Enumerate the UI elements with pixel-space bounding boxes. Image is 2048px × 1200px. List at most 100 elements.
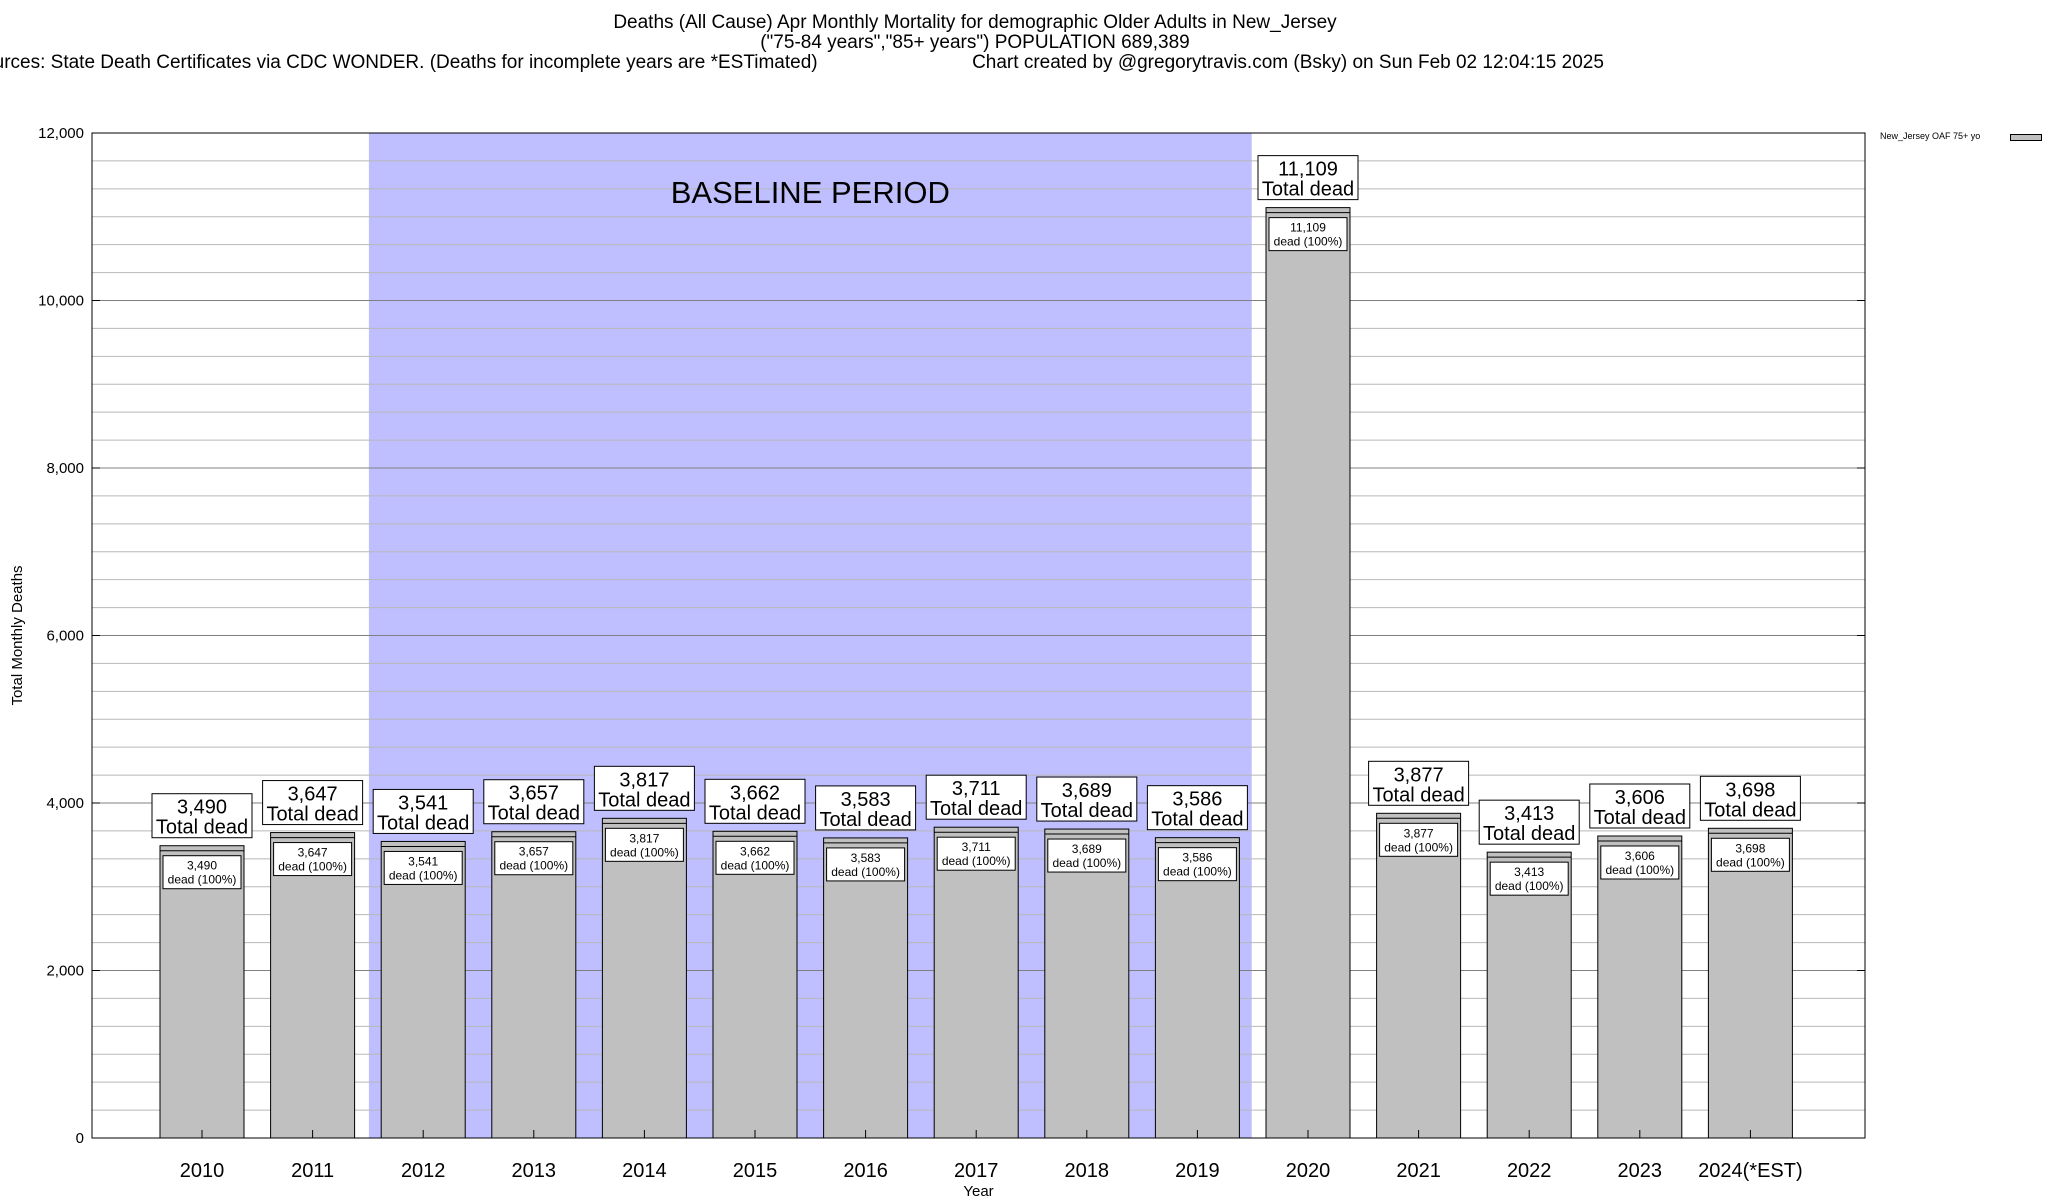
inner-label-box: [1710, 837, 1790, 872]
total-value-label: 11,109: [1278, 159, 1338, 181]
chart-sources: Sources: State Death Certificates via CD…: [0, 52, 818, 73]
bar: [712, 830, 798, 1139]
chart-title: Deaths (All Cause) Apr Monthly Mortality…: [613, 12, 1337, 33]
x-tick-label: 2015: [733, 1160, 778, 1182]
total-dead-label: Total dead: [709, 802, 801, 824]
x-tick-label: 2017: [954, 1160, 999, 1182]
x-tick-label: 2020: [1286, 1160, 1331, 1182]
total-dead-label: Total dead: [377, 812, 469, 834]
inner-percent-label: dead (100%): [1605, 863, 1674, 877]
x-tick-label: 2019: [1175, 1160, 1220, 1182]
y-tick-label: 2,000: [46, 963, 84, 980]
inner-label-box: [273, 842, 353, 877]
inner-percent-label: dead (100%): [831, 865, 900, 879]
x-tick-label: 2018: [1065, 1160, 1110, 1182]
inner-value-label: 3,877: [1404, 826, 1434, 840]
inner-percent-label: dead (100%): [1163, 865, 1232, 879]
inner-percent-label: dead (100%): [721, 858, 790, 872]
x-tick-label: 2023: [1618, 1160, 1663, 1182]
bar: [1154, 837, 1240, 1139]
bar: [823, 837, 909, 1139]
total-label-box: [1368, 760, 1470, 806]
total-label-box: [483, 779, 585, 825]
inner-value-label: 11,109: [1290, 221, 1326, 235]
x-axis-label: Year: [963, 1183, 993, 1200]
total-label-box: [372, 788, 474, 834]
total-dead-label: Total dead: [930, 798, 1022, 820]
y-tick-label: 4,000: [46, 795, 84, 812]
inner-percent-label: dead (100%): [1384, 840, 1453, 854]
inner-value-label: 3,606: [1625, 849, 1655, 863]
total-value-label: 3,647: [288, 784, 338, 806]
total-value-label: 3,657: [509, 783, 559, 805]
inner-percent-label: dead (100%): [1274, 235, 1343, 249]
total-label-box: [593, 765, 695, 811]
bar: [1486, 851, 1572, 1139]
total-value-label: 3,490: [177, 797, 227, 819]
bar: [933, 826, 1019, 1139]
inner-value-label: 3,490: [187, 859, 217, 873]
bar: [270, 832, 356, 1139]
total-label-box: [1589, 783, 1691, 829]
inner-label-box: [715, 840, 795, 875]
total-dead-label: Total dead: [598, 789, 690, 811]
total-label-box: [704, 778, 806, 824]
total-value-label: 3,817: [619, 769, 669, 791]
x-tick-label: 2014: [622, 1160, 667, 1182]
total-label-box: [1146, 785, 1248, 831]
y-tick-label: 8,000: [46, 460, 84, 477]
bar: [1707, 827, 1793, 1139]
inner-label-box: [1047, 838, 1127, 873]
inner-percent-label: dead (100%): [168, 873, 237, 887]
total-label-box: [262, 780, 364, 826]
x-tick-label: 2012: [401, 1160, 446, 1182]
inner-label-box: [383, 850, 463, 885]
inner-percent-label: dead (100%): [610, 845, 679, 859]
total-dead-label: Total dead: [1262, 179, 1354, 201]
x-tick-label: 2011: [291, 1160, 334, 1182]
bar: [1265, 207, 1351, 1139]
legend-swatch: [2010, 134, 2042, 141]
baseline-period-label: BASELINE PERIOD: [671, 175, 950, 210]
total-label-box: [815, 785, 917, 831]
inner-percent-label: dead (100%): [942, 854, 1011, 868]
inner-label-box: [1157, 847, 1237, 882]
inner-percent-label: dead (100%): [1495, 879, 1564, 893]
inner-value-label: 3,541: [408, 854, 438, 868]
chart-credit: Chart created by @gregorytravis.com (Bsk…: [972, 52, 1604, 73]
total-dead-label: Total dead: [266, 804, 358, 826]
y-tick-label: 6,000: [46, 628, 84, 645]
x-tick-label: 2013: [512, 1160, 557, 1182]
bar: [159, 845, 245, 1139]
inner-value-label: 3,817: [629, 831, 659, 845]
bar: [601, 817, 687, 1139]
total-value-label: 3,586: [1172, 789, 1222, 811]
total-dead-label: Total dead: [156, 817, 248, 839]
total-label-box: [1699, 775, 1801, 821]
inner-percent-label: dead (100%): [389, 868, 458, 882]
x-tick-label: 2021: [1396, 1160, 1441, 1182]
bar: [1044, 828, 1130, 1139]
total-label-box: [925, 774, 1027, 820]
y-tick-label: 12,000: [38, 125, 84, 142]
total-value-label: 3,541: [398, 792, 448, 814]
inner-percent-label: dead (100%): [499, 859, 568, 873]
total-dead-label: Total dead: [1151, 809, 1243, 831]
inner-label-box: [604, 827, 684, 862]
inner-value-label: 3,689: [1072, 842, 1102, 856]
inner-label-box: [1600, 845, 1680, 880]
total-label-box: [151, 793, 253, 839]
total-label-box: [1478, 799, 1580, 845]
total-dead-label: Total dead: [1372, 784, 1464, 806]
total-value-label: 3,698: [1725, 779, 1775, 801]
bar: [380, 840, 466, 1139]
inner-value-label: 3,657: [519, 845, 549, 859]
inner-label-box: [1489, 861, 1569, 896]
y-tick-label: 10,000: [38, 293, 84, 310]
inner-percent-label: dead (100%): [1716, 855, 1785, 869]
bar: [491, 831, 577, 1139]
inner-label-box: [494, 841, 574, 876]
inner-percent-label: dead (100%): [1052, 856, 1121, 870]
bar: [1597, 835, 1683, 1139]
